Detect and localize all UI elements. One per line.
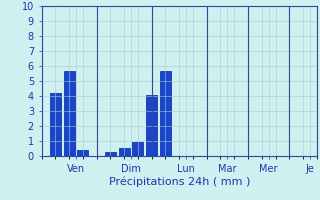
Bar [132,142,143,156]
Bar [160,71,171,156]
Bar [146,95,157,156]
Bar [77,150,88,156]
Bar [105,152,116,156]
Bar [50,93,61,156]
Bar [64,71,75,156]
Bar [119,148,130,156]
X-axis label: Précipitations 24h ( mm ): Précipitations 24h ( mm ) [108,176,250,187]
